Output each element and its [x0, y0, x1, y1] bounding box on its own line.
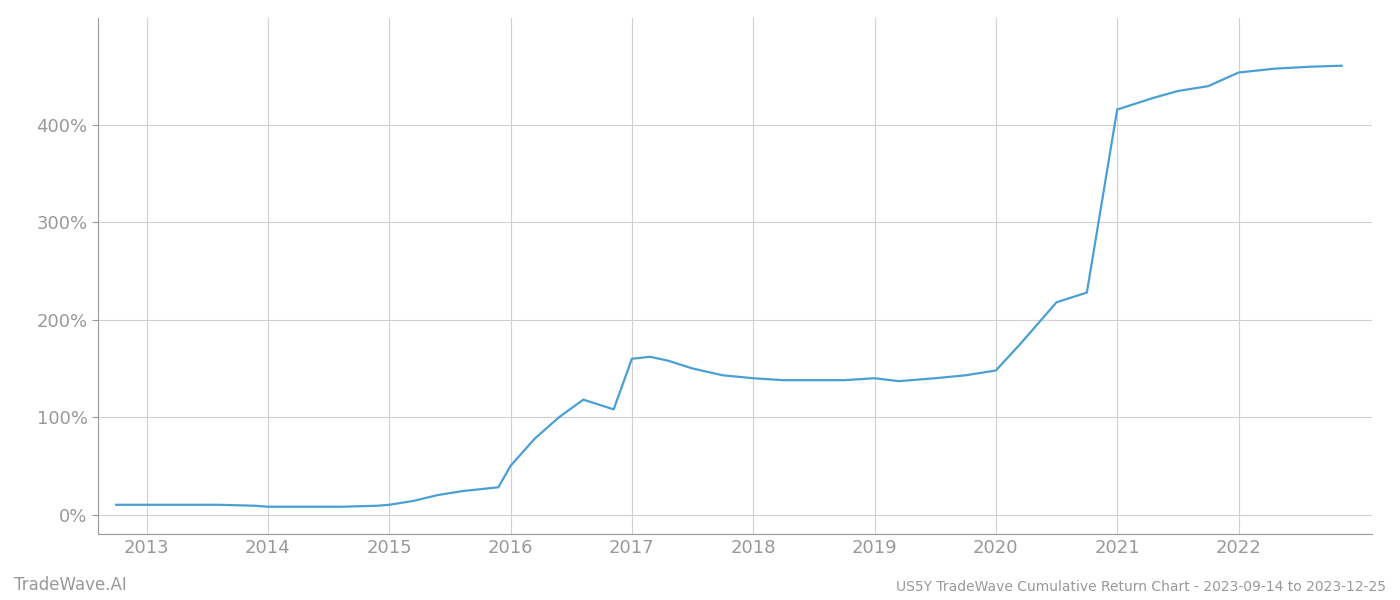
Text: TradeWave.AI: TradeWave.AI: [14, 576, 127, 594]
Text: US5Y TradeWave Cumulative Return Chart - 2023-09-14 to 2023-12-25: US5Y TradeWave Cumulative Return Chart -…: [896, 580, 1386, 594]
